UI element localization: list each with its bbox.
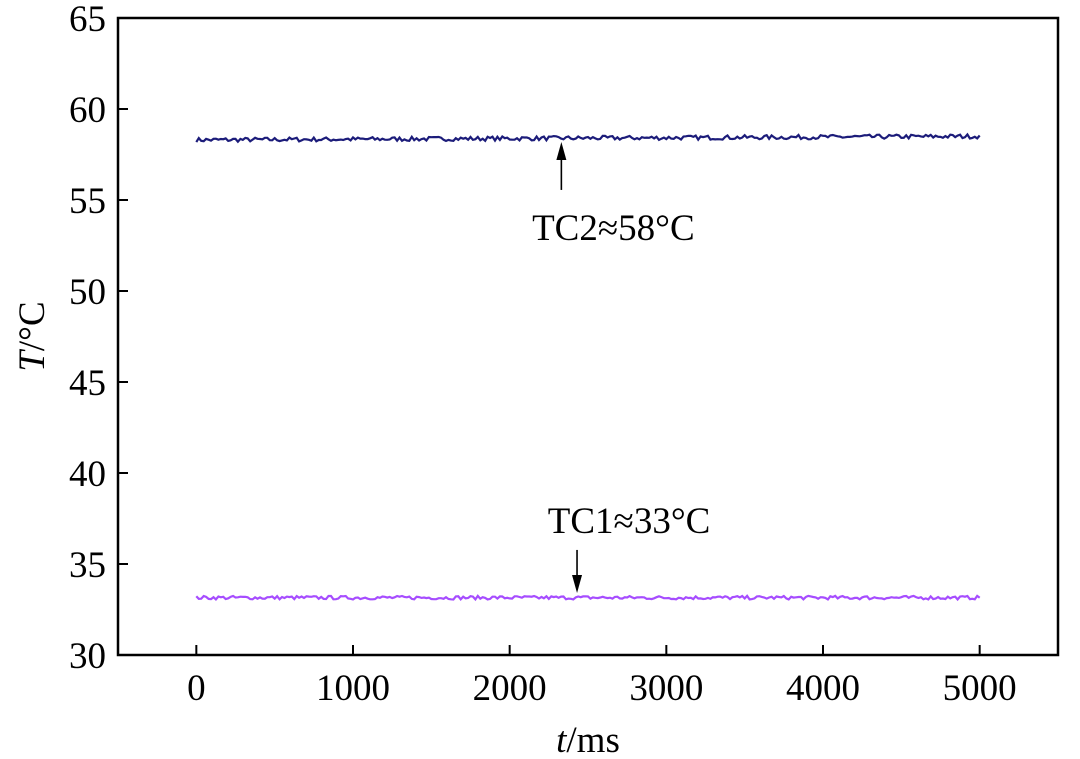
x-axis-label-unit: /ms bbox=[566, 720, 619, 759]
series-line-2 bbox=[195, 594, 981, 602]
annotation-label: TC1≈33°C bbox=[548, 501, 711, 542]
x-tick-label: 1000 bbox=[316, 668, 390, 709]
x-tick-label: 2000 bbox=[473, 668, 547, 709]
y-tick-label: 45 bbox=[69, 363, 106, 404]
annotation-label: TC2≈58°C bbox=[532, 208, 695, 249]
y-axis-ticks: 30 35 40 45 50 55 60 65 bbox=[69, 0, 128, 677]
annotations: TC2≈58°C TC1≈33°C bbox=[532, 141, 711, 593]
x-axis-label: t/ms bbox=[556, 720, 620, 759]
y-tick-label: 65 bbox=[69, 0, 106, 40]
x-tick-label: 0 bbox=[187, 668, 206, 709]
plot-lines bbox=[195, 132, 981, 602]
y-axis-label-symbol: T bbox=[12, 349, 53, 372]
y-axis-label-unit: /°C bbox=[12, 301, 53, 351]
y-tick-label: 60 bbox=[69, 90, 106, 131]
plot-frame bbox=[116, 16, 1060, 657]
x-axis-ticks: 0 1000 2000 3000 4000 5000 bbox=[187, 645, 1017, 709]
y-tick-label: 35 bbox=[69, 545, 106, 586]
annotation-arrow-head bbox=[572, 574, 583, 593]
annotation-arrow-head bbox=[556, 141, 567, 160]
y-tick-label: 40 bbox=[69, 454, 106, 495]
y-axis-label: T/°C bbox=[12, 301, 53, 371]
x-tick-label: 4000 bbox=[786, 668, 860, 709]
x-axis-label-symbol: t bbox=[556, 720, 568, 759]
x-tick-label: 3000 bbox=[629, 668, 703, 709]
y-tick-label: 50 bbox=[69, 272, 106, 313]
x-tick-label: 5000 bbox=[943, 668, 1017, 709]
y-tick-label: 30 bbox=[69, 636, 106, 677]
y-tick-label: 55 bbox=[69, 181, 106, 222]
series-line-1 bbox=[195, 132, 981, 144]
